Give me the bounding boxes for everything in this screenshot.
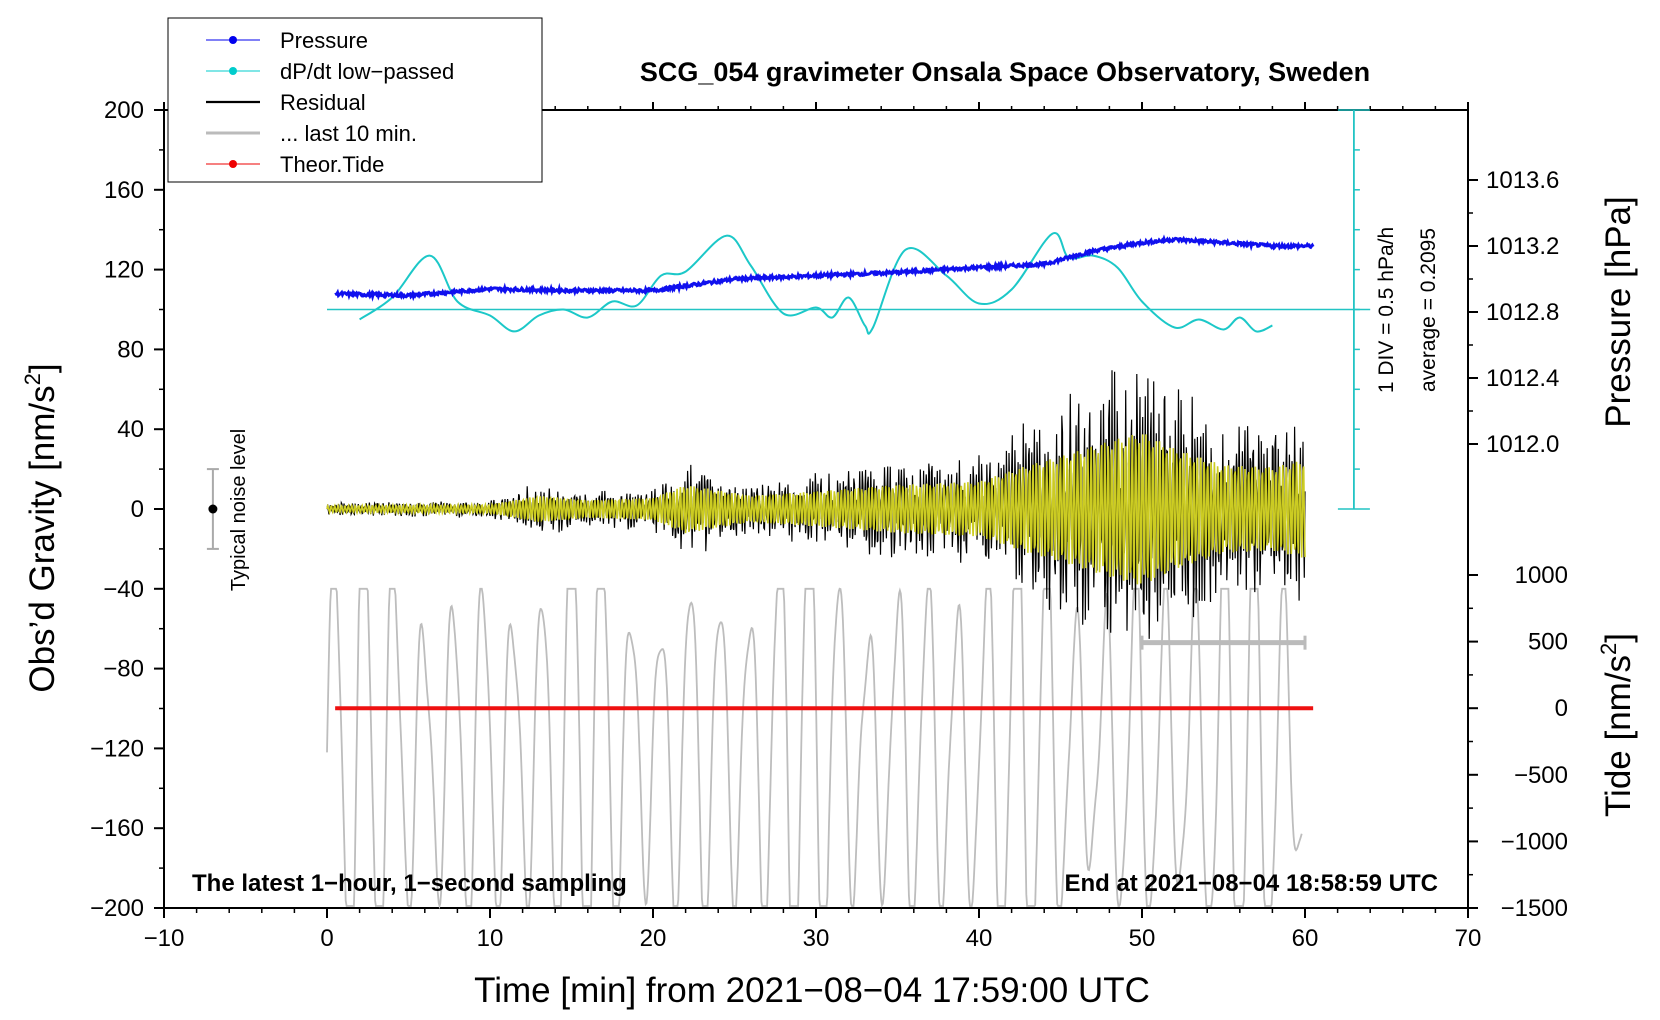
scale-div-annotation: 1 DIV = 0.5 hPa/h xyxy=(1375,227,1398,393)
tide-tick-label: −1000 xyxy=(1501,828,1568,855)
legend-label: ... last 10 min. xyxy=(280,121,417,146)
y-tick-label: 80 xyxy=(117,336,144,363)
chart-title: SCG_054 gravimeter Onsala Space Observat… xyxy=(640,57,1370,87)
y-tick-label: −40 xyxy=(103,576,144,603)
pressure-tick-label: 1013.6 xyxy=(1486,167,1559,194)
legend-label: Residual xyxy=(280,90,366,115)
legend: Pressure dP/dt low−passed Residual ... last… xyxy=(167,17,543,183)
x-tick-label: 40 xyxy=(966,925,993,952)
tide-label-sup: 2 xyxy=(1596,643,1621,655)
x-tick-label: 30 xyxy=(803,925,830,952)
y-label-main-text: Obs’d Gravity [nm/s xyxy=(23,385,62,692)
legend-swatch-marker xyxy=(229,36,237,44)
svg-text:Tide [nm/s2]: Tide [nm/s2] xyxy=(1596,633,1638,817)
tide-tick-label: 1000 xyxy=(1515,562,1568,589)
y-axis-label-pressure: Pressure [hPa] xyxy=(1599,196,1638,428)
legend-box xyxy=(167,17,543,183)
pressure-series-line xyxy=(334,234,1315,302)
svg-text:Obs’d Gravity [nm/s2]: Obs’d Gravity [nm/s2] xyxy=(20,363,62,692)
pressure-tick-label: 1013.2 xyxy=(1486,233,1559,260)
y-tick-label: −80 xyxy=(103,656,144,683)
y-tick-label: −120 xyxy=(90,735,144,762)
legend-items: Pressure dP/dt low−passed Residual ... last… xyxy=(206,28,454,177)
x-axis-label: Time [min] from 2021−08−04 17:59:00 UTC xyxy=(474,971,1150,1010)
last10-series-line xyxy=(326,587,1303,910)
noise-label-annotation: Typical noise level xyxy=(228,429,250,591)
x-tick-label: 50 xyxy=(1129,925,1156,952)
tide-label-close: ] xyxy=(1599,633,1638,643)
noise-label-text: Typical noise level xyxy=(228,429,250,591)
tide-tick-label: 500 xyxy=(1528,629,1568,656)
pressure-tick-label: 1012.0 xyxy=(1486,431,1559,458)
residual-smoothed-line xyxy=(326,434,1306,585)
y-tick-label: −160 xyxy=(90,815,144,842)
axes-ticks: −10 0 10 20 30 40 50 60 70 200 160 120 80 40 0 −40 −80 −1… xyxy=(90,97,1568,952)
y-tick-label: 40 xyxy=(117,416,144,443)
x-tick-label: 60 xyxy=(1292,925,1319,952)
overlay-layer xyxy=(206,109,1370,650)
y-axis-label-left: Obs’d Gravity [nm/s2] xyxy=(20,363,62,692)
tide-tick-label: 0 xyxy=(1555,695,1568,722)
pressure-label-text: Pressure [hPa] xyxy=(1599,196,1638,428)
legend-label: Theor.Tide xyxy=(280,152,384,177)
legend-swatch-marker xyxy=(229,160,237,168)
legend-label: dP/dt low−passed xyxy=(280,59,454,84)
dpdt-series-line xyxy=(359,232,1273,335)
x-tick-label: 70 xyxy=(1455,925,1482,952)
x-tick-label: 20 xyxy=(640,925,667,952)
y-tick-label: 120 xyxy=(104,257,144,284)
x-tick-label: −10 xyxy=(144,925,185,952)
y-tick-label: −200 xyxy=(90,895,144,922)
scale-div-text: 1 DIV = 0.5 hPa/h xyxy=(1375,227,1398,393)
y-tick-label: 160 xyxy=(104,177,144,204)
y-label-main-close: ] xyxy=(23,363,62,373)
noise-bar-center-dot xyxy=(208,504,218,514)
legend-label: Pressure xyxy=(280,28,368,53)
pressure-tick-label: 1012.8 xyxy=(1486,299,1559,326)
scale-avg-annotation: average = 0.2095 xyxy=(1417,228,1440,392)
tide-tick-label: −1500 xyxy=(1501,895,1568,922)
y-tick-label: 0 xyxy=(131,496,144,523)
annotation-bottom-left: The latest 1−hour, 1−second sampling xyxy=(192,870,627,897)
y-tick-label: 200 xyxy=(104,97,144,124)
y-label-main-sup: 2 xyxy=(20,373,45,385)
scale-avg-text: average = 0.2095 xyxy=(1417,228,1440,392)
pressure-tick-label: 1012.4 xyxy=(1486,365,1559,392)
x-tick-label: 0 xyxy=(320,925,333,952)
series-layer xyxy=(326,232,1371,910)
legend-swatch-marker xyxy=(229,67,237,75)
tide-tick-label: −500 xyxy=(1514,762,1568,789)
tide-label-text: Tide [nm/s xyxy=(1599,655,1638,817)
y-axis-label-tide: Tide [nm/s2] xyxy=(1596,633,1638,817)
annotation-bottom-right: End at 2021−08−04 18:58:59 UTC xyxy=(1064,870,1438,897)
x-tick-label: 10 xyxy=(477,925,504,952)
